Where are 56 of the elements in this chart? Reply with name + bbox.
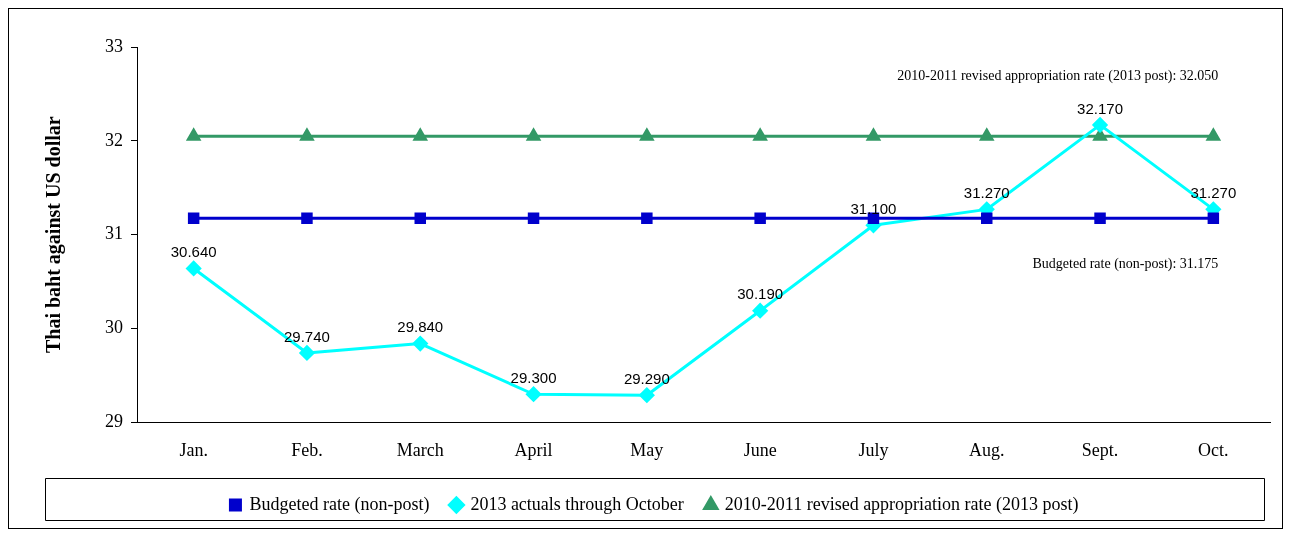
point (527, 212, 540, 225)
point (753, 128, 767, 141)
data-label: 30.190 (737, 285, 784, 303)
point (186, 260, 202, 276)
point (640, 128, 654, 141)
x-tick-label: Jan. (179, 439, 208, 460)
point (1206, 128, 1221, 141)
data-label: 32.170 (1077, 99, 1123, 117)
data-label: 29.290 (623, 369, 670, 387)
data-label: 31.100 (850, 199, 897, 217)
point (981, 212, 993, 225)
data-label: 29.840 (397, 318, 444, 336)
y-tick-label: 31 (105, 223, 123, 244)
point (1207, 212, 1220, 225)
x-tick-label: Sept. (1081, 439, 1119, 460)
annotation: 2010-2011 revised appropriation rate (2013 post): 32.050 (897, 68, 1219, 85)
y-axis-title: Thai baht against US dollar (42, 116, 66, 354)
point (186, 128, 201, 141)
point (980, 128, 994, 141)
point (752, 303, 768, 319)
legend-label: Budgeted rate (non-post) (249, 493, 430, 515)
point (641, 212, 653, 225)
legend-label: 2013 actuals through October (470, 493, 684, 514)
point (754, 212, 766, 225)
x-tick-label: July (858, 439, 889, 460)
point (414, 212, 426, 225)
point (187, 212, 200, 225)
point (526, 128, 541, 141)
point (526, 386, 542, 402)
y-tick-label: 30 (105, 317, 123, 338)
y-tick-label: 29 (105, 411, 123, 432)
x-tick-label: Aug. (969, 439, 1005, 460)
data-label: 30.640 (170, 243, 217, 261)
y-tick-label: 33 (105, 35, 123, 56)
x-tick-label: Oct. (1198, 439, 1229, 460)
x-tick-label: June (743, 439, 777, 460)
x-tick-label: April (514, 439, 553, 460)
point (412, 336, 428, 352)
x-tick-label: Feb. (291, 439, 323, 460)
point (639, 387, 655, 403)
x-tick-label: March (396, 439, 444, 460)
data-label: 29.300 (510, 368, 557, 386)
x-tick-label: May (630, 439, 664, 460)
data-label: 29.740 (284, 327, 330, 345)
point (299, 345, 315, 361)
point (300, 128, 314, 141)
point (1092, 117, 1108, 133)
data-label: 31.270 (1190, 184, 1237, 201)
y-tick-label: 32 (105, 129, 123, 150)
point (866, 128, 881, 141)
legend-label: 2010-2011 revised appropriation rate (2013 post) (724, 493, 1079, 515)
point (413, 128, 427, 141)
data-label: 31.270 (963, 184, 1010, 201)
point (301, 212, 313, 225)
annotation: Budgeted rate (non-post): 31.175 (1032, 255, 1219, 272)
point (1094, 212, 1106, 225)
